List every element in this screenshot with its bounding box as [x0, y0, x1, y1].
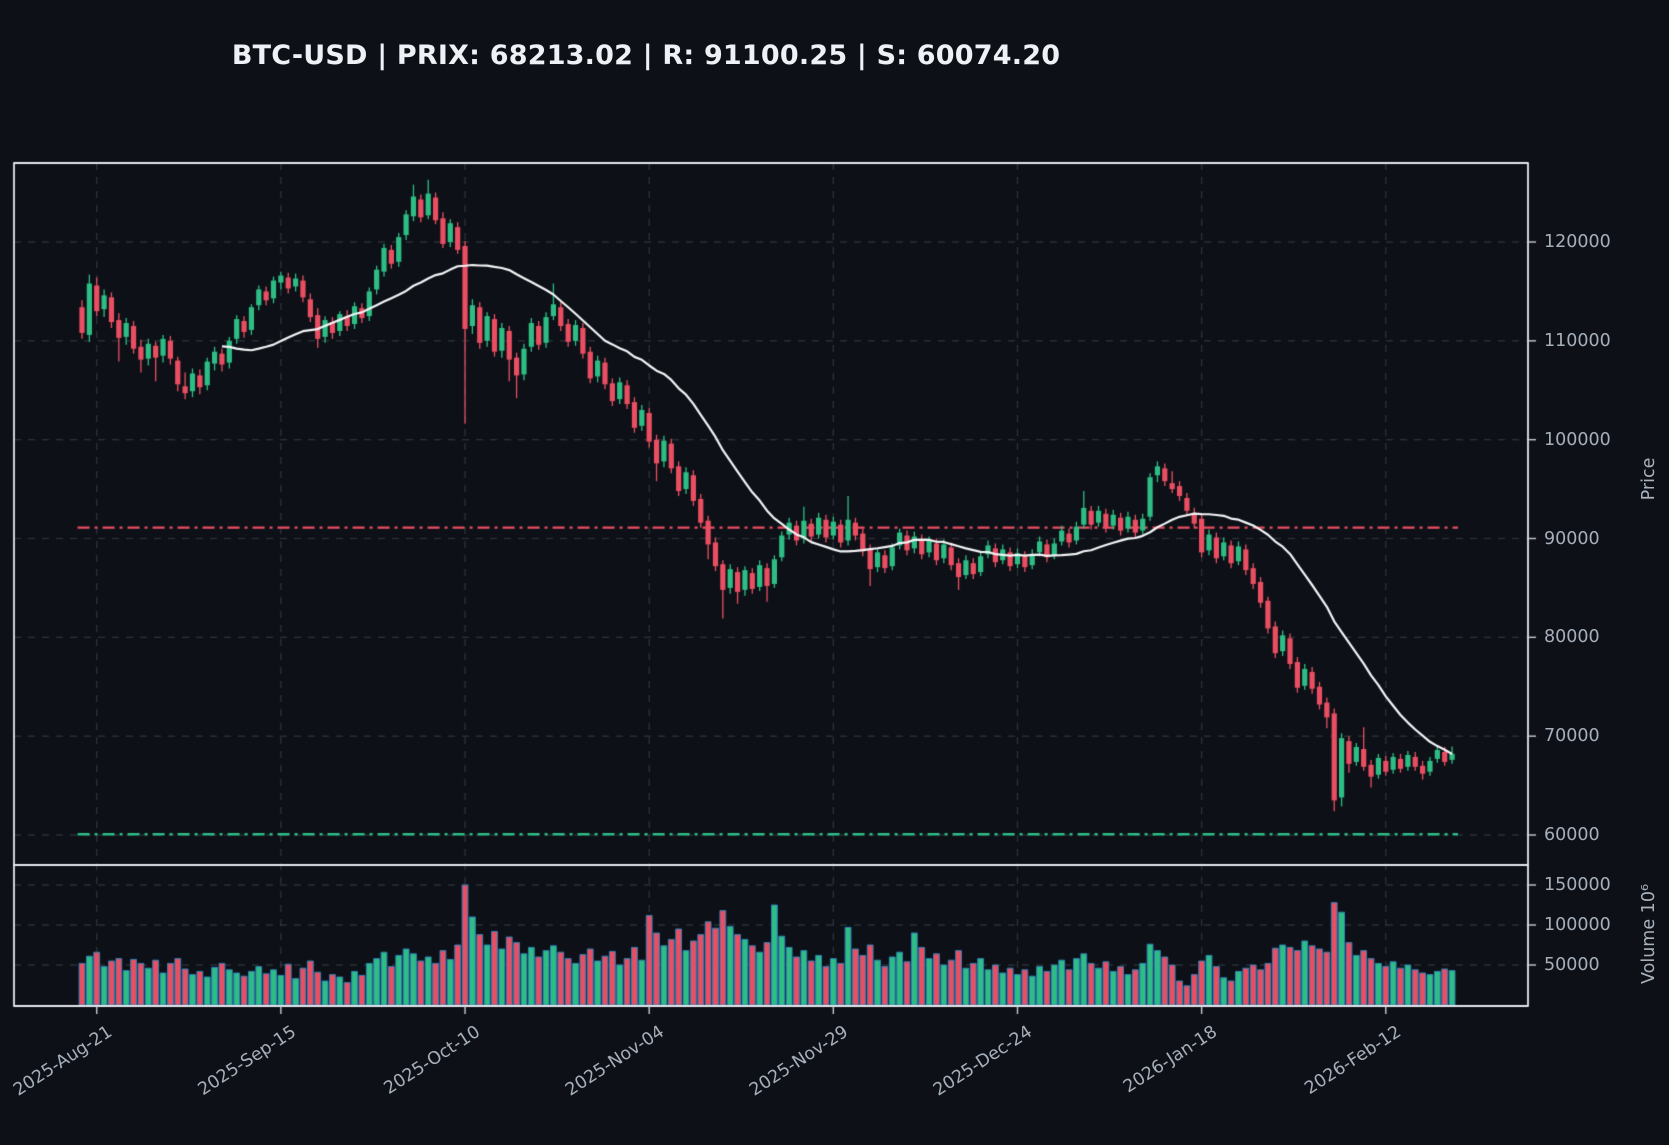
price-tick-label: 120000 [1544, 232, 1611, 252]
price-tick-label: 100000 [1544, 429, 1611, 450]
volume-tick-label: 150000 [1544, 875, 1611, 895]
price-tick-label: 90000 [1544, 528, 1600, 549]
price-tick-label: 110000 [1544, 330, 1611, 351]
price-tick-label: 80000 [1544, 627, 1600, 648]
price-tick-label: 60000 [1544, 825, 1600, 845]
chart-title: BTC-USD | PRIX: 68213.02 | R: 91100.25 |… [231, 40, 1061, 71]
volume-tick-label: 50000 [1544, 955, 1600, 975]
volume-axis-title: Volume 10⁶ [1639, 884, 1659, 984]
price-axis-title: Price [1639, 457, 1659, 501]
price-tick-label: 70000 [1544, 726, 1600, 747]
volume-tick-label: 100000 [1544, 915, 1611, 935]
